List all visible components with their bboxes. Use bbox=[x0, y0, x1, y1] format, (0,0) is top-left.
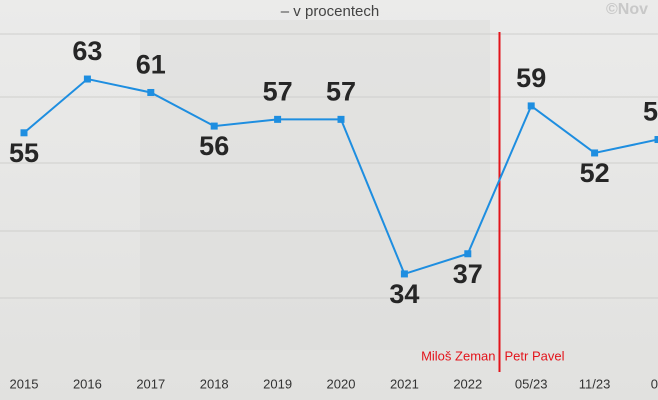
annotation: Petr Pavel bbox=[505, 348, 565, 363]
x-tick-label: 2022 bbox=[453, 376, 482, 391]
data-label: 61 bbox=[136, 50, 166, 80]
data-label: 57 bbox=[263, 76, 293, 106]
x-tick-label: 2021 bbox=[390, 376, 419, 391]
annotation: Miloš Zeman bbox=[421, 348, 495, 363]
x-tick-label: 2016 bbox=[73, 376, 102, 391]
x-tick-label: 2015 bbox=[10, 376, 39, 391]
data-label: 37 bbox=[453, 259, 483, 289]
marker bbox=[400, 270, 408, 278]
marker bbox=[527, 102, 535, 110]
x-tick-label: 05/23 bbox=[515, 376, 548, 391]
x-tick-label: 02 bbox=[651, 376, 658, 391]
background-lines bbox=[0, 33, 658, 299]
data-label: 59 bbox=[516, 63, 546, 93]
marker bbox=[654, 136, 658, 144]
x-tick-label: 2017 bbox=[136, 376, 165, 391]
marker bbox=[83, 75, 91, 83]
x-tick-label: 11/23 bbox=[579, 376, 611, 391]
marker bbox=[20, 129, 28, 137]
data-label: 55 bbox=[9, 138, 39, 168]
marker bbox=[274, 115, 282, 123]
marker bbox=[210, 122, 218, 130]
data-label: 34 bbox=[389, 279, 419, 309]
data-label: 56 bbox=[199, 131, 229, 161]
data-label: 63 bbox=[72, 36, 102, 66]
marker bbox=[337, 115, 345, 123]
data-label: 52 bbox=[580, 158, 610, 188]
x-tick-label: 2018 bbox=[200, 376, 229, 391]
data-label: 54 bbox=[643, 97, 658, 127]
x-tick-label: 2020 bbox=[327, 376, 356, 391]
marker bbox=[147, 88, 155, 96]
chart-subtitle: – v procentech bbox=[281, 3, 379, 20]
data-label: 57 bbox=[326, 76, 356, 106]
x-tick-label: 2019 bbox=[263, 376, 292, 391]
marker bbox=[464, 250, 472, 258]
marker bbox=[591, 149, 599, 157]
emblem-shade bbox=[140, 20, 490, 350]
watermark: ©Nov bbox=[606, 1, 648, 18]
